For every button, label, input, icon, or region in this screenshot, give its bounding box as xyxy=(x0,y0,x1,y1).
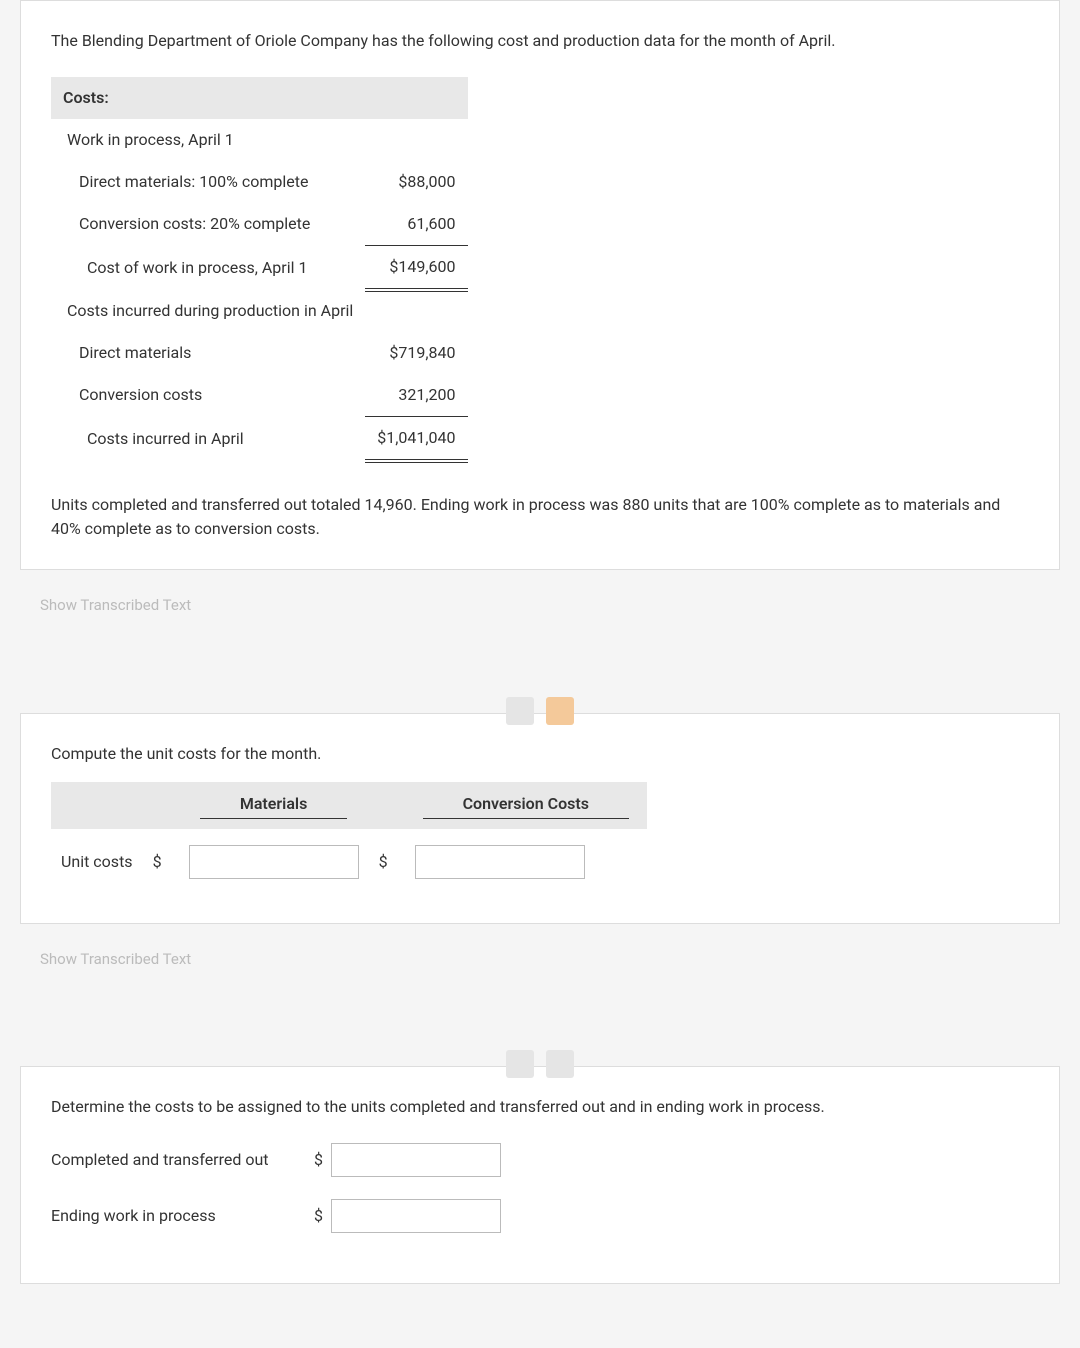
problem-card-1: The Blending Department of Oriole Compan… xyxy=(20,0,1060,570)
table-header-row: Materials Conversion Costs xyxy=(51,782,647,829)
cc-value: 61,600 xyxy=(365,203,467,246)
costs-table: Costs: Work in process, April 1 Direct m… xyxy=(51,77,468,463)
unit-costs-table: Materials Conversion Costs Unit costs $ … xyxy=(51,782,647,895)
zoom-icon[interactable] xyxy=(506,697,534,725)
cost-wip-label: Cost of work in process, April 1 xyxy=(51,246,365,291)
ending-row: Ending work in process $ xyxy=(51,1199,1029,1233)
completed-label: Completed and transferred out xyxy=(51,1148,311,1172)
ending-wip-input[interactable] xyxy=(331,1199,501,1233)
dm2-value: $719,840 xyxy=(365,332,467,374)
units-paragraph: Units completed and transferred out tota… xyxy=(51,493,1029,541)
dollar-sign: $ xyxy=(311,1148,331,1172)
completed-row: Completed and transferred out $ xyxy=(51,1143,1029,1177)
conversion-header: Conversion Costs xyxy=(405,782,647,829)
wip-label: Work in process, April 1 xyxy=(51,119,365,161)
table-row: Costs incurred in April $1,041,040 xyxy=(51,417,468,462)
flag-icon[interactable] xyxy=(546,697,574,725)
assign-prompt: Determine the costs to be assigned to th… xyxy=(51,1095,1029,1119)
cc-label: Conversion costs: 20% complete xyxy=(51,203,365,246)
problem-card-2: Compute the unit costs for the month. Ma… xyxy=(20,713,1060,924)
dm-value: $88,000 xyxy=(365,161,467,203)
dollar-sign: $ xyxy=(311,1204,331,1228)
icon-row xyxy=(20,697,1060,725)
show-transcribed-text[interactable]: Show Transcribed Text xyxy=(40,948,1060,971)
dollar-sign: $ xyxy=(369,829,405,895)
zoom-icon[interactable] xyxy=(506,1050,534,1078)
table-row: Work in process, April 1 xyxy=(51,119,468,161)
problem-card-3: Determine the costs to be assigned to th… xyxy=(20,1066,1060,1284)
table-row: Cost of work in process, April 1 $149,60… xyxy=(51,246,468,291)
intro-paragraph: The Blending Department of Oriole Compan… xyxy=(51,29,1029,53)
compute-prompt: Compute the unit costs for the month. xyxy=(51,742,1029,766)
costs-header: Costs: xyxy=(51,77,365,119)
ending-label: Ending work in process xyxy=(51,1204,311,1228)
completed-transferred-input[interactable] xyxy=(331,1143,501,1177)
cost-wip-value: $149,600 xyxy=(365,246,467,291)
table-row: Costs incurred during production in Apri… xyxy=(51,290,468,332)
dollar-sign: $ xyxy=(143,829,179,895)
unit-costs-label: Unit costs xyxy=(51,829,143,895)
table-row: Conversion costs: 20% complete 61,600 xyxy=(51,203,468,246)
costs-header-row: Costs: xyxy=(51,77,468,119)
flag-icon[interactable] xyxy=(546,1050,574,1078)
conversion-unit-cost-input[interactable] xyxy=(415,845,585,879)
dm-label: Direct materials: 100% complete xyxy=(51,161,365,203)
table-row: Direct materials: 100% complete $88,000 xyxy=(51,161,468,203)
unit-costs-row: Unit costs $ $ xyxy=(51,829,647,895)
table-row: Conversion costs 321,200 xyxy=(51,374,468,417)
incurred-total-value: $1,041,040 xyxy=(365,417,467,462)
table-row: Direct materials $719,840 xyxy=(51,332,468,374)
dm2-label: Direct materials xyxy=(51,332,365,374)
materials-unit-cost-input[interactable] xyxy=(189,845,359,879)
materials-header: Materials xyxy=(179,782,369,829)
cc2-value: 321,200 xyxy=(365,374,467,417)
incurred-label: Costs incurred during production in Apri… xyxy=(51,290,365,332)
cc2-label: Conversion costs xyxy=(51,374,365,417)
incurred-total-label: Costs incurred in April xyxy=(51,417,365,462)
icon-row xyxy=(20,1050,1060,1078)
show-transcribed-text[interactable]: Show Transcribed Text xyxy=(40,594,1060,617)
